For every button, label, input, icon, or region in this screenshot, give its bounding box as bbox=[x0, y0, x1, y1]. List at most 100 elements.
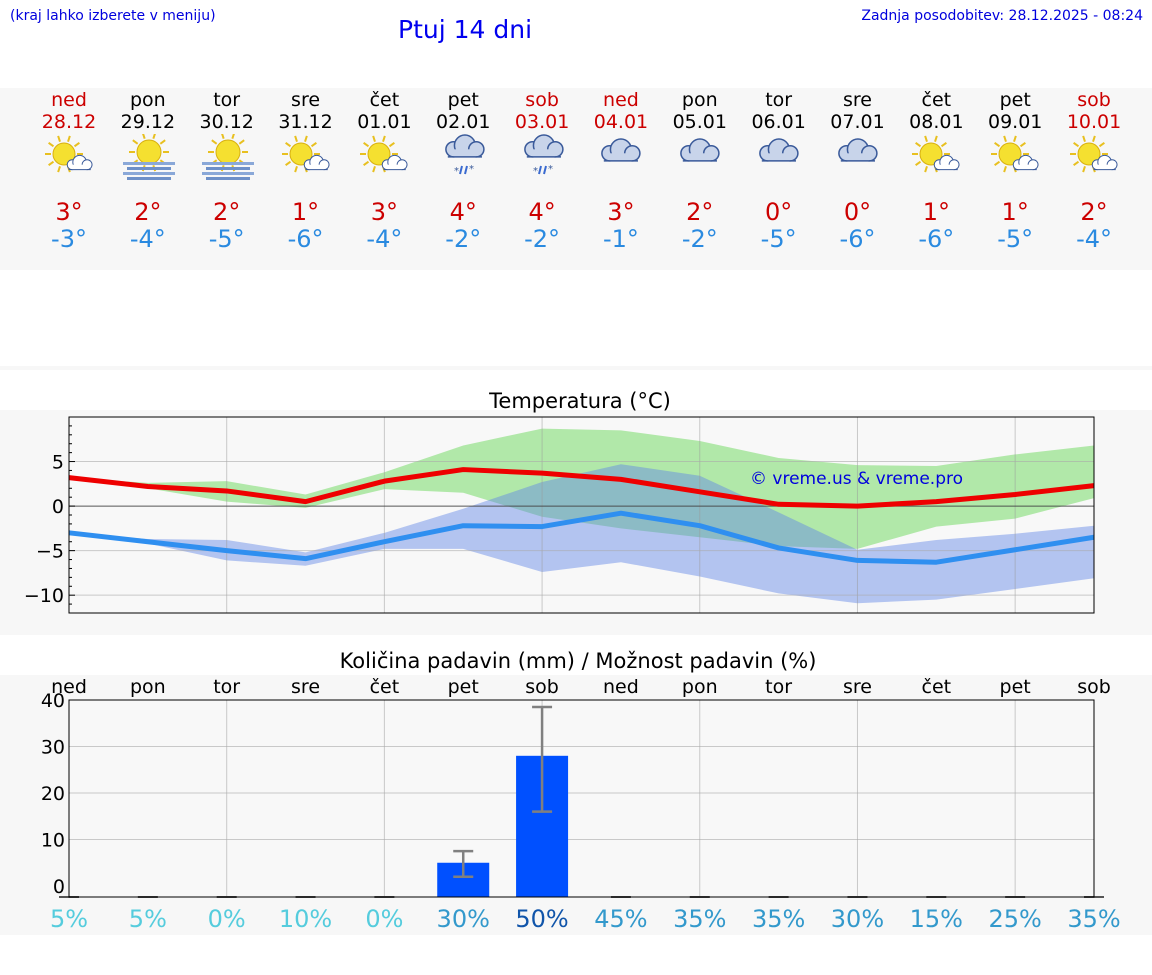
divider bbox=[0, 366, 1152, 370]
sun-ray bbox=[1073, 160, 1080, 166]
menu-hint: (kraj lahko izberete v meniju) bbox=[10, 8, 216, 24]
precip-probability: 5% bbox=[129, 905, 167, 933]
sun-ray bbox=[994, 142, 1001, 148]
sun-disc bbox=[367, 142, 391, 166]
sun-ray bbox=[934, 135, 939, 142]
cloud-shape bbox=[382, 154, 408, 171]
plot-frame bbox=[68, 699, 1095, 898]
day-date: 02.01 bbox=[436, 111, 491, 133]
temp-min: -3° bbox=[51, 225, 87, 253]
temp-min: -6° bbox=[287, 225, 324, 253]
cloud-shape bbox=[66, 154, 93, 171]
x-day-label: pet bbox=[1000, 676, 1031, 698]
sun-ray bbox=[363, 142, 370, 148]
day-name: ned bbox=[51, 89, 87, 111]
temp-max: 1° bbox=[1001, 198, 1029, 226]
fog-band bbox=[201, 162, 254, 165]
cloud-base bbox=[767, 153, 790, 161]
x-day-label: sob bbox=[525, 676, 559, 698]
sun-disc bbox=[289, 142, 313, 166]
temp-min: -1° bbox=[602, 225, 639, 253]
temp-max: 2° bbox=[686, 198, 714, 226]
sun-ray bbox=[220, 134, 225, 139]
sun-cloud-icon bbox=[281, 135, 330, 173]
sun-ray bbox=[57, 166, 61, 173]
sun-ray bbox=[152, 134, 156, 139]
temp-min: -6° bbox=[918, 225, 955, 253]
sun-ray bbox=[132, 139, 139, 145]
sun-ray bbox=[141, 134, 146, 139]
precip-probability: 0% bbox=[208, 905, 246, 933]
sun-shape bbox=[128, 134, 169, 172]
sun-ray bbox=[382, 135, 387, 142]
sun-shape bbox=[207, 134, 248, 172]
precip-probability: 25% bbox=[988, 905, 1041, 933]
day-name: pon bbox=[681, 89, 718, 111]
fog-sun-icon bbox=[122, 134, 175, 180]
sun-ray bbox=[363, 160, 370, 166]
day-name: sre bbox=[843, 89, 872, 111]
sun-ray bbox=[1003, 135, 1008, 142]
sun-ray bbox=[67, 135, 71, 142]
cloud-base bbox=[1018, 164, 1034, 170]
temp-max: 1° bbox=[922, 198, 950, 226]
chart-title: Količina padavin (mm) / Možnost padavin … bbox=[340, 649, 817, 673]
day-date: 03.01 bbox=[514, 111, 570, 133]
y-tick-label: 40 bbox=[41, 690, 65, 712]
cloud-base bbox=[308, 164, 324, 170]
y-tick-label: −5 bbox=[36, 541, 64, 563]
day-date: 30.12 bbox=[199, 111, 254, 133]
day-date: 29.12 bbox=[120, 111, 176, 133]
sun-ray bbox=[293, 135, 298, 142]
x-day-label: čet bbox=[370, 676, 400, 698]
sun-ray bbox=[1092, 135, 1096, 142]
fog-band bbox=[201, 172, 254, 175]
max-temp-line bbox=[68, 467, 1095, 509]
day-name: čet bbox=[369, 89, 400, 111]
min-range-band bbox=[69, 464, 1094, 604]
sleet-cloud-icon: * * bbox=[445, 134, 485, 177]
sun-cloud-icon bbox=[360, 135, 408, 173]
snowflake: * bbox=[533, 166, 538, 177]
fog-sun-icon bbox=[201, 134, 254, 180]
sun-cloud-icon bbox=[912, 135, 960, 173]
sun-disc bbox=[215, 139, 241, 165]
cloud-base bbox=[846, 153, 869, 161]
temp-min: -4° bbox=[129, 225, 166, 253]
cloud-base bbox=[387, 164, 403, 170]
sun-disc bbox=[1077, 142, 1101, 166]
cloud-shape bbox=[934, 154, 960, 171]
temp-min: -4° bbox=[366, 225, 403, 253]
sun-ray bbox=[372, 166, 377, 173]
max-range-band bbox=[69, 428, 1094, 549]
forecast-strip: ned 28.12 3° -3° pon 29.12 2° -4° tor 30.12 2° -5° s… bbox=[0, 88, 1152, 270]
day-date: 31.12 bbox=[278, 111, 333, 133]
cloud-shape bbox=[758, 138, 799, 162]
fog-band bbox=[122, 162, 175, 165]
sun-ray bbox=[941, 142, 948, 148]
chart-title: Temperatura (°C) bbox=[488, 389, 671, 413]
cloud-base bbox=[688, 153, 712, 161]
temp-max: 4° bbox=[528, 198, 556, 226]
temp-max: 3° bbox=[607, 198, 635, 226]
x-day-label: tor bbox=[213, 676, 240, 698]
cloud-base bbox=[453, 149, 477, 157]
last-updated: Zadnja posodobitev: 28.12.2025 - 08:24 bbox=[861, 8, 1143, 24]
precip-probability: 30% bbox=[831, 905, 884, 933]
sun-ray bbox=[389, 142, 396, 148]
fog-band bbox=[126, 177, 171, 180]
sun-ray bbox=[1082, 135, 1086, 142]
y-tick-label: −10 bbox=[24, 585, 64, 607]
day-date: 05.01 bbox=[672, 111, 727, 133]
plot-frame bbox=[68, 416, 1095, 614]
sun-ray bbox=[293, 166, 298, 173]
sun-ray bbox=[372, 135, 377, 142]
sun-ray bbox=[924, 166, 929, 173]
day-date: 07.01 bbox=[830, 111, 885, 133]
temp-max: 2° bbox=[1080, 198, 1108, 226]
temp-min: -5° bbox=[997, 225, 1034, 253]
cloud-base bbox=[609, 153, 633, 161]
day-name: ned bbox=[603, 89, 639, 111]
sun-ray bbox=[238, 139, 245, 145]
sun-ray bbox=[915, 142, 922, 148]
